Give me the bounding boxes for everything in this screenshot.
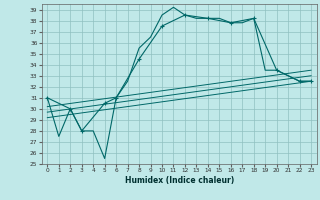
X-axis label: Humidex (Indice chaleur): Humidex (Indice chaleur) [124, 176, 234, 185]
